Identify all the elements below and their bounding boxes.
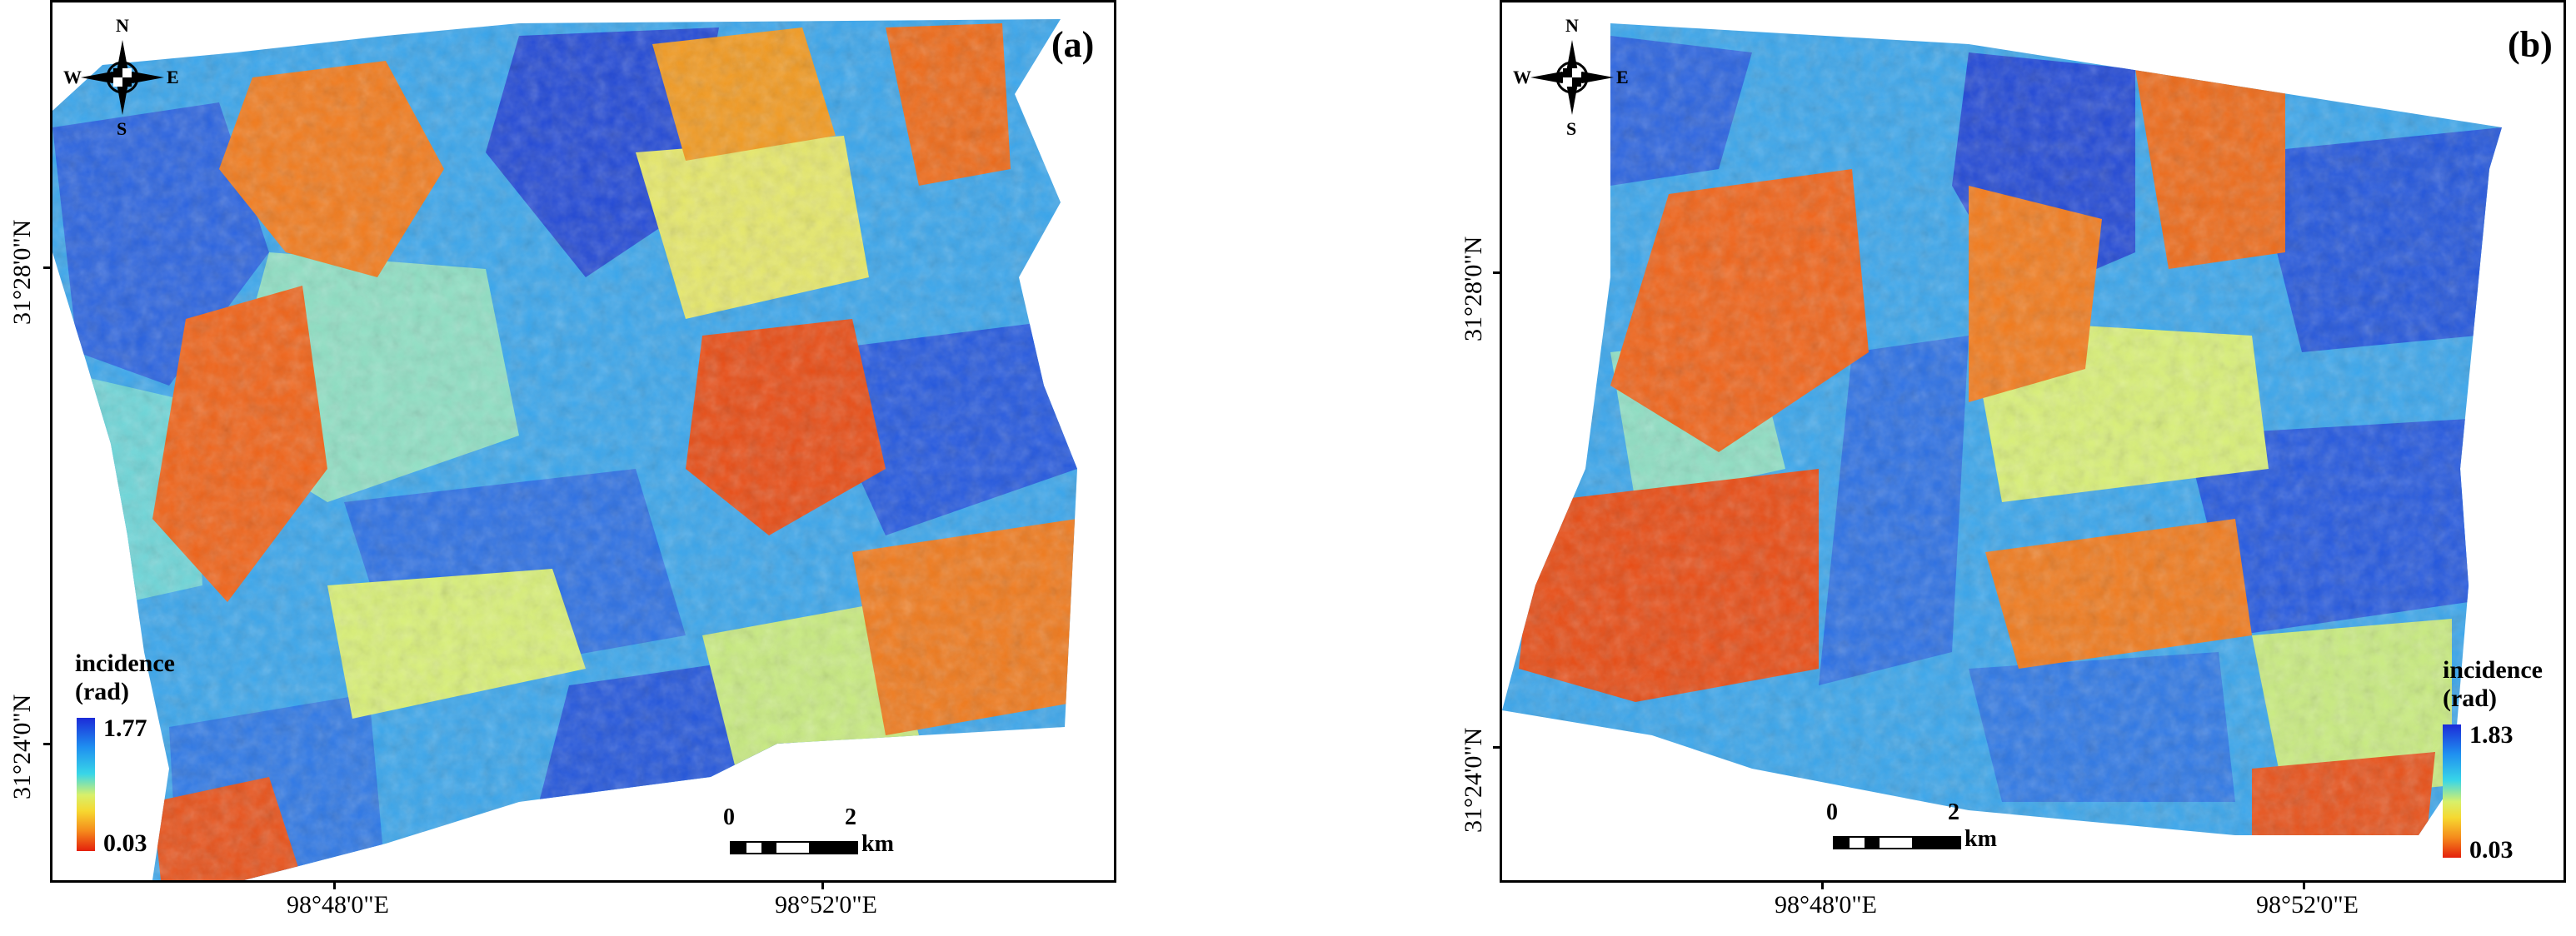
scale-bar xyxy=(1833,836,1961,849)
legend-max-value: 1.77 xyxy=(103,714,147,742)
scale-zero: 0 xyxy=(723,804,735,830)
panel-label-b: (b) xyxy=(2508,24,2553,65)
legend-min-value: 0.03 xyxy=(103,829,147,857)
scale-unit: km xyxy=(1964,826,1997,852)
lon-tick xyxy=(821,881,824,889)
map-panel-b: N S W E (b) 31°28'0"N 31°24'0"N 98°48'0"… xyxy=(1460,0,2576,936)
legend-max-value: 1.83 xyxy=(2469,721,2514,749)
lon-label-98-52: 98°52'0"E xyxy=(2256,891,2359,919)
compass-s-label: S xyxy=(1566,118,1577,139)
legend-title-line1: incidence xyxy=(2443,656,2543,684)
incidence-map-a xyxy=(52,19,1077,880)
legend-color-ramp xyxy=(2443,724,2461,858)
scale-unit: km xyxy=(861,831,894,857)
map-frame-b xyxy=(1500,0,2566,883)
compass-e-label: E xyxy=(167,67,179,87)
lat-tick xyxy=(1493,746,1501,749)
panel-label-a: (a) xyxy=(1051,24,1095,65)
incidence-map-b xyxy=(1502,23,2502,835)
scale-two: 2 xyxy=(1948,799,1959,825)
lon-tick xyxy=(2303,881,2305,889)
compass-n-label: N xyxy=(116,15,129,36)
legend-title: incidence (rad) xyxy=(75,650,175,706)
compass-w-label: W xyxy=(1513,67,1531,87)
lon-tick xyxy=(333,881,336,889)
compass-w-label: W xyxy=(63,67,82,87)
compass-s-label: S xyxy=(117,118,127,139)
lat-label-31-28: 31°28'0"N xyxy=(8,219,36,325)
north-arrow-compass-icon: N S W E xyxy=(1513,15,1629,140)
lat-tick xyxy=(1493,271,1501,274)
lat-tick xyxy=(43,743,52,745)
lat-label-31-24: 31°24'0"N xyxy=(1460,727,1487,833)
lat-label-31-24: 31°24'0"N xyxy=(8,694,36,799)
legend-title-line2: (rad) xyxy=(2443,685,2497,712)
legend-color-ramp xyxy=(77,718,95,851)
map-frame-a xyxy=(50,0,1116,883)
lat-tick xyxy=(43,266,52,269)
legend-title-line2: (rad) xyxy=(75,678,129,705)
lon-label-98-52: 98°52'0"E xyxy=(775,891,877,919)
scale-two: 2 xyxy=(845,804,856,830)
north-arrow-compass-icon: N S W E xyxy=(63,15,179,140)
lon-label-98-48: 98°48'0"E xyxy=(1775,891,1877,919)
legend-title-line1: incidence xyxy=(75,650,175,677)
map-panel-a: N S W E (a) 31°28'0"N 31°24'0"N 98°48'0"… xyxy=(0,0,1133,936)
legend-min-value: 0.03 xyxy=(2469,836,2514,864)
legend-title: incidence (rad) xyxy=(2443,656,2543,713)
scale-bar xyxy=(730,841,858,854)
lon-tick xyxy=(1821,881,1824,889)
lon-label-98-48: 98°48'0"E xyxy=(287,891,389,919)
scale-zero: 0 xyxy=(1826,799,1838,825)
compass-e-label: E xyxy=(1616,67,1629,87)
compass-n-label: N xyxy=(1565,15,1579,36)
lat-label-31-28: 31°28'0"N xyxy=(1460,236,1487,341)
